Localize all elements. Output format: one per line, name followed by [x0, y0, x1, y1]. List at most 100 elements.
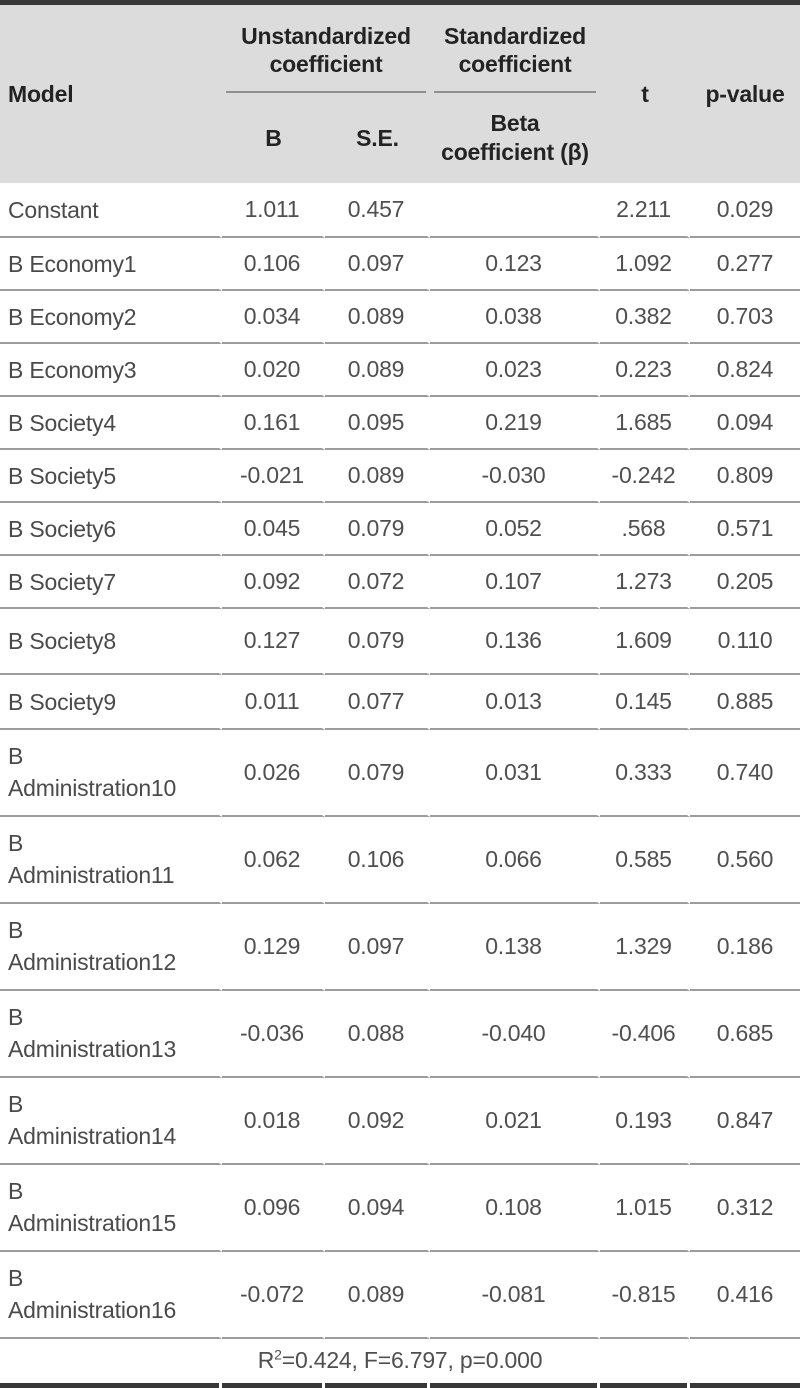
header-sub-row: B S.E. Beta coefficient (β): [0, 93, 800, 183]
table-row: B Administration15 0.096 0.094 0.108 1.0…: [0, 1165, 800, 1252]
r-squared-superscript: 2: [274, 1346, 282, 1363]
cell-se: 0.092: [325, 1078, 430, 1165]
cell-p: 0.703: [690, 291, 800, 344]
cell-model: B Administration11: [0, 817, 222, 904]
table-row: Constant 1.011 0.457 2.211 0.029: [0, 183, 800, 238]
cell-t: 1.092: [600, 238, 690, 291]
cell-p: 0.416: [690, 1252, 800, 1339]
cell-t: 1.015: [600, 1165, 690, 1252]
table-row: B Society9 0.011 0.077 0.013 0.145 0.885: [0, 675, 800, 730]
cell-p: 0.571: [690, 503, 800, 556]
cell-p: 0.205: [690, 556, 800, 609]
cell-se: 0.088: [325, 991, 430, 1078]
cell-beta: 0.123: [430, 238, 600, 291]
cell-model: B Economy2: [0, 291, 222, 344]
cell-model: B Administration13: [0, 991, 222, 1078]
cell-b: 0.034: [222, 291, 325, 344]
cell-beta: 0.066: [430, 817, 600, 904]
cell-se: 0.089: [325, 344, 430, 397]
cell-model: B Society5: [0, 450, 222, 503]
cell-model: B Economy1: [0, 238, 222, 291]
cell-model: B Administration16: [0, 1252, 222, 1339]
cell-b: 0.106: [222, 238, 325, 291]
cell-model: B Administration12: [0, 904, 222, 991]
cell-model: B Society9: [0, 675, 222, 730]
table-row: B Economy2 0.034 0.089 0.038 0.382 0.703: [0, 291, 800, 344]
cell-beta: 0.136: [430, 609, 600, 675]
cell-se: 0.089: [325, 450, 430, 503]
table-body: Constant 1.011 0.457 2.211 0.029 B Econo…: [0, 183, 800, 1388]
header-model: Model: [0, 5, 222, 183]
header-sub-beta: Beta coefficient (β): [430, 93, 600, 183]
cell-p: 0.029: [690, 183, 800, 238]
cell-beta: -0.040: [430, 991, 600, 1078]
cell-b: 0.161: [222, 397, 325, 450]
cell-t: 0.145: [600, 675, 690, 730]
cell-t: 2.211: [600, 183, 690, 238]
header-p-value: p-value: [690, 5, 800, 183]
cell-t: 1.685: [600, 397, 690, 450]
cell-beta: 0.052: [430, 503, 600, 556]
cell-se: 0.094: [325, 1165, 430, 1252]
cell-t: -0.815: [600, 1252, 690, 1339]
cell-model: B Administration15: [0, 1165, 222, 1252]
cell-b: 0.129: [222, 904, 325, 991]
cell-t: 0.382: [600, 291, 690, 344]
table-row: B Administration14 0.018 0.092 0.021 0.1…: [0, 1078, 800, 1165]
cell-se: 0.095: [325, 397, 430, 450]
cell-beta: 0.138: [430, 904, 600, 991]
cell-p: 0.312: [690, 1165, 800, 1252]
cell-b: 0.096: [222, 1165, 325, 1252]
cell-beta: 0.107: [430, 556, 600, 609]
cell-model: B Society7: [0, 556, 222, 609]
header-group-standardized-label: Standardized coefficient: [434, 22, 596, 93]
cell-se: 0.097: [325, 904, 430, 991]
cell-se: 0.106: [325, 817, 430, 904]
cell-se: 0.457: [325, 183, 430, 238]
table-row: B Economy3 0.020 0.089 0.023 0.223 0.824: [0, 344, 800, 397]
cell-beta: -0.081: [430, 1252, 600, 1339]
cell-p: 0.110: [690, 609, 800, 675]
table-row: B Economy1 0.106 0.097 0.123 1.092 0.277: [0, 238, 800, 291]
cell-b: 0.018: [222, 1078, 325, 1165]
cell-beta: 0.108: [430, 1165, 600, 1252]
cell-se: 0.079: [325, 730, 430, 817]
cell-p: 0.277: [690, 238, 800, 291]
cell-model: B Administration10: [0, 730, 222, 817]
model-summary-text: R2=0.424, F=6.797, p=0.000: [257, 1346, 543, 1374]
cell-b: 0.045: [222, 503, 325, 556]
header-group-unstandardized-label: Unstandardized coefficient: [226, 22, 426, 93]
cell-p: 0.809: [690, 450, 800, 503]
cell-model: B Society6: [0, 503, 222, 556]
cell-model: B Society4: [0, 397, 222, 450]
cell-se: 0.089: [325, 291, 430, 344]
cell-b: 0.011: [222, 675, 325, 730]
cell-p: 0.740: [690, 730, 800, 817]
cell-se: 0.097: [325, 238, 430, 291]
cell-beta: 0.031: [430, 730, 600, 817]
cell-t: 0.193: [600, 1078, 690, 1165]
cell-b: 0.062: [222, 817, 325, 904]
cell-b: 0.020: [222, 344, 325, 397]
header-t: t: [600, 5, 690, 183]
cell-beta: -0.030: [430, 450, 600, 503]
cell-model: B Administration14: [0, 1078, 222, 1165]
model-summary-row: R2=0.424, F=6.797, p=0.000: [0, 1339, 800, 1383]
cell-beta: 0.013: [430, 675, 600, 730]
cell-t: -0.242: [600, 450, 690, 503]
cell-se: 0.077: [325, 675, 430, 730]
cell-b: 0.092: [222, 556, 325, 609]
cell-p: 0.885: [690, 675, 800, 730]
table-row: B Administration16 -0.072 0.089 -0.081 -…: [0, 1252, 800, 1339]
cell-t: 1.273: [600, 556, 690, 609]
table-row: B Society6 0.045 0.079 0.052 .568 0.571: [0, 503, 800, 556]
cell-b: -0.021: [222, 450, 325, 503]
cell-b: 0.026: [222, 730, 325, 817]
table-row: B Society4 0.161 0.095 0.219 1.685 0.094: [0, 397, 800, 450]
cell-p: 0.847: [690, 1078, 800, 1165]
cell-p: 0.094: [690, 397, 800, 450]
cell-model: Constant: [0, 183, 222, 238]
table-row: B Administration10 0.026 0.079 0.031 0.3…: [0, 730, 800, 817]
header-sub-se: S.E.: [325, 93, 430, 183]
